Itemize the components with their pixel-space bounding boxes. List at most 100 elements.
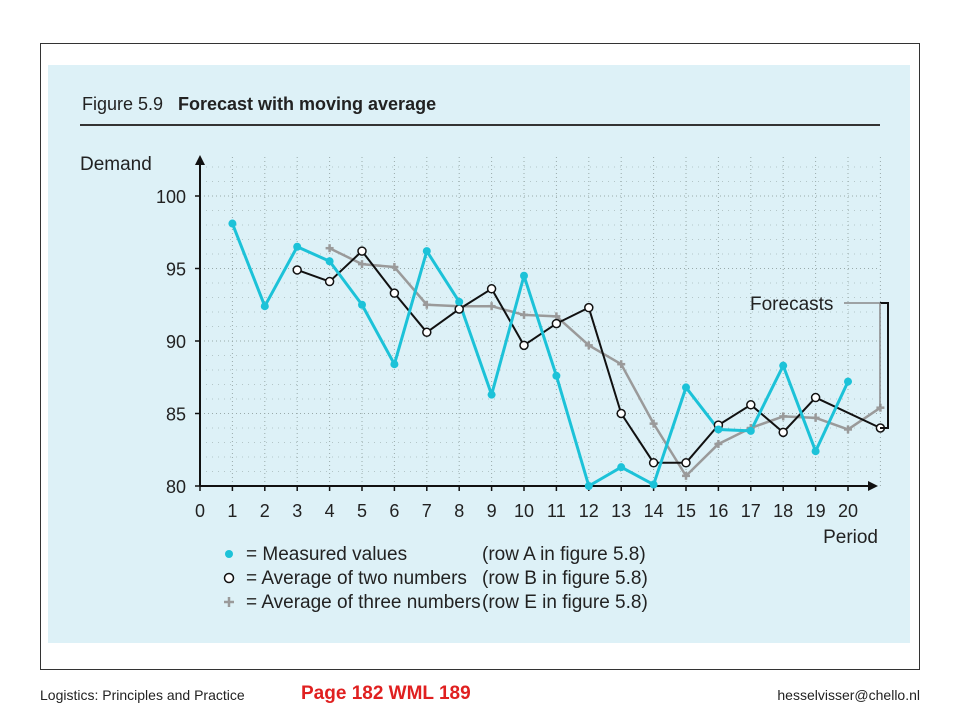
data-point-average-two (357, 246, 367, 256)
figure-label: Figure 5.9 (82, 94, 163, 114)
data-point-measured (746, 426, 755, 435)
x-tick-label: 10 (514, 501, 534, 521)
data-point-measured (422, 247, 431, 256)
footer-left: Logistics: Principles and Practice (40, 687, 245, 703)
legend-label: = Measured values (246, 544, 407, 565)
data-point-measured (455, 297, 464, 306)
data-point-average-three (390, 263, 399, 272)
data-point-measured (260, 302, 269, 311)
data-point-measured (682, 383, 690, 392)
data-point-average-three (487, 302, 496, 311)
legend-source: (row B in figure 5.8) (482, 568, 648, 589)
forecasts-label: Forecasts (750, 294, 833, 315)
x-tick-label: 5 (357, 501, 367, 521)
x-axis-label: Period (823, 527, 878, 548)
series-line-measured (231, 223, 850, 488)
forecast-annotation: Forecasts (750, 294, 889, 429)
footer-email: hesselvisser@chello.nl (777, 687, 920, 703)
data-point-average-two (616, 408, 626, 419)
legend-marker-average-three (224, 597, 234, 607)
data-point-average-three (584, 341, 593, 350)
tick-labels: 0 1 2 3 4 5 6 7 8 9 10 11 12 13 14 15 16 17 18 19 2080859095… (156, 187, 858, 521)
data-point-average-three (617, 360, 626, 369)
legend-label: = Average of three numbers (246, 592, 481, 613)
y-tick-label: 100 (156, 187, 186, 207)
data-point-average-three (844, 425, 852, 434)
data-point-average-three (682, 471, 690, 480)
data-point-average-two (746, 400, 756, 410)
x-tick-label: 6 (389, 501, 399, 521)
data-point-average-two (648, 458, 659, 468)
x-tick-label: 1 (227, 501, 237, 521)
x-tick-label: 12 (579, 501, 599, 521)
x-tick-label: 20 (838, 501, 858, 521)
axes (195, 155, 878, 491)
x-tick-label: 18 (773, 501, 793, 521)
legend-source: (row A in figure 5.8) (482, 544, 646, 565)
legend-marker-measured (225, 550, 233, 558)
data-point-average-three (325, 244, 334, 253)
data-point-average-two (486, 284, 497, 294)
y-axis-label: Demand (80, 154, 152, 175)
x-tick-label: 3 (292, 501, 302, 521)
y-axis-arrow (195, 155, 205, 165)
legend-label: = Average of two numbers (246, 568, 467, 589)
x-tick-label: 14 (644, 501, 664, 521)
data-point-measured (390, 360, 399, 369)
data-point-average-three (811, 413, 820, 422)
series-line-average-two (296, 250, 881, 464)
data-point-measured (325, 257, 334, 266)
x-tick-label: 13 (611, 501, 631, 521)
series-layer (228, 219, 886, 490)
x-tick-label: 15 (676, 501, 696, 521)
footer-page-label: Page 182 WML 189 (301, 683, 471, 704)
legend-source: (row E in figure 5.8) (482, 592, 648, 613)
x-tick-label: 9 (487, 501, 497, 521)
data-point-average-two (324, 276, 335, 287)
x-tick-label: 7 (422, 501, 432, 521)
x-tick-label: 8 (454, 501, 464, 521)
data-point-measured (811, 447, 820, 456)
data-point-measured (487, 390, 496, 399)
data-point-average-three (714, 439, 723, 448)
y-tick-label: 80 (166, 477, 186, 497)
data-point-average-two (778, 427, 788, 438)
data-point-average-two (584, 302, 594, 313)
data-point-measured (649, 480, 658, 489)
data-point-average-two (810, 392, 821, 403)
x-tick-label: 19 (806, 501, 826, 521)
data-point-average-three (422, 300, 431, 309)
legend-marker-average-two (223, 572, 235, 584)
y-tick-label: 85 (166, 405, 186, 425)
data-point-average-two (422, 327, 432, 338)
data-point-measured (293, 242, 302, 251)
data-point-measured (520, 271, 528, 280)
chart-panel (48, 65, 910, 643)
forecast-bracket (880, 302, 889, 429)
data-point-average-three (649, 419, 658, 428)
x-tick-label: 2 (260, 501, 270, 521)
y-tick-label: 90 (166, 332, 186, 352)
chart-title: Forecast with moving average (178, 94, 436, 114)
x-tick-label: 0 (195, 501, 205, 521)
data-point-average-three (358, 260, 366, 269)
data-point-measured (358, 300, 366, 309)
data-point-average-two (519, 340, 529, 351)
data-point-measured (779, 361, 788, 370)
data-point-measured (844, 377, 852, 386)
x-tick-label: 16 (708, 501, 728, 521)
series-line-average-three (329, 247, 882, 478)
data-point-average-two (389, 288, 400, 298)
x-axis-arrow (868, 481, 878, 491)
legend: = Measured values (row A in figure 5.8) = … (223, 544, 648, 613)
data-point-measured (584, 482, 593, 490)
data-point-average-three (779, 412, 788, 421)
y-tick-label: 95 (166, 260, 186, 280)
data-point-average-two (551, 318, 562, 329)
data-point-measured (714, 425, 723, 434)
x-tick-label: 4 (325, 501, 335, 521)
data-point-average-two (454, 304, 464, 314)
data-point-measured (552, 371, 561, 380)
x-tick-label: 11 (547, 501, 566, 521)
